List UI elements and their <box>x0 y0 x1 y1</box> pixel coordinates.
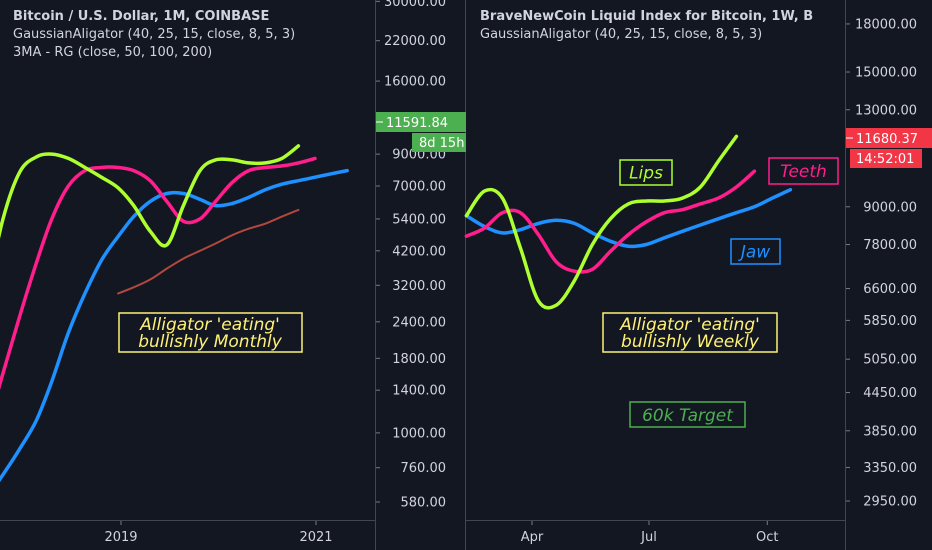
right-last-price-label: 11680.37 <box>856 132 918 147</box>
right-x-tick-label: Apr <box>521 530 544 545</box>
left-y-tick-label: 3200.00 <box>392 279 446 294</box>
right-y-tick-label: 13000.00 <box>855 103 917 118</box>
right-x-tick-label: Jul <box>640 530 657 545</box>
right-countdown-tag <box>850 149 922 168</box>
left-y-tick-label: 7000.00 <box>392 179 446 194</box>
left-series-jaw <box>0 168 349 483</box>
right-legend-gaussian[interactable]: GaussianAligator (40, 25, 15, close, 8, … <box>480 27 763 42</box>
right-y-tick-label: 5050.00 <box>863 353 917 368</box>
jaw-label-box <box>730 238 781 265</box>
left-y-tick-label: 580.00 <box>401 496 447 511</box>
left-chart-title: Bitcoin / U.S. Dollar, 1M, COINBASE <box>13 9 270 24</box>
right-y-tick-label: 5850.00 <box>863 314 917 329</box>
left-price-tag <box>376 112 466 132</box>
right-countdown-label: 14:52:01 <box>856 152 914 167</box>
left-legend-3ma[interactable]: 3MA - RG (close, 50, 100, 200) <box>13 45 213 60</box>
left-y-tick-label: 30000.00 <box>384 0 446 10</box>
teeth-label-box <box>768 157 839 185</box>
left-y-tick-label: 16000.00 <box>384 75 446 90</box>
left-y-tick-label: 22000.00 <box>384 34 446 49</box>
left-y-tick-label: 1400.00 <box>392 384 446 399</box>
right-y-tick-label: 9000.00 <box>863 200 917 215</box>
lips-label-box <box>619 159 673 186</box>
lips-label: Lips <box>629 164 663 184</box>
left-countdown-label: 8d 15h <box>419 136 464 151</box>
right-y-tick-label: 3850.00 <box>863 424 917 439</box>
right-y-tick-label: 6600.00 <box>863 282 917 297</box>
target-label: 60k Target <box>642 406 734 426</box>
left-y-tick-label: 1800.00 <box>392 352 446 367</box>
right-y-tick-label: 2950.00 <box>863 495 917 510</box>
left-annotation-box <box>118 312 303 353</box>
left-y-tick-label: 4200.00 <box>392 244 446 259</box>
right-series-lips <box>464 134 739 310</box>
right-x-tick-label: Oct <box>756 530 778 545</box>
right-series-teeth <box>464 169 757 274</box>
left-annotation-line-1: Alligator 'eating' <box>139 315 280 335</box>
right-chart-title: BraveNewCoin Liquid Index for Bitcoin, 1… <box>480 9 814 24</box>
right-y-tick-label: 4450.00 <box>863 386 917 401</box>
left-y-tick-label: 1000.00 <box>392 426 446 441</box>
right-y-tick-label: 18000.00 <box>855 17 917 32</box>
right-price-tag <box>846 128 932 148</box>
right-y-tick-label: 3350.00 <box>863 461 917 476</box>
left-y-tick-label: 2400.00 <box>392 315 446 330</box>
right-annotation-box <box>602 312 778 353</box>
left-series-ma <box>117 208 300 295</box>
jaw-label: Jaw <box>738 243 770 263</box>
left-x-tick-label: 2021 <box>299 530 332 545</box>
right-annotation-line-1: Alligator 'eating' <box>619 315 760 335</box>
right-series-jaw <box>464 187 793 249</box>
teeth-label: Teeth <box>780 162 827 182</box>
right-annotation-line-2: bullishly Weekly <box>621 332 760 352</box>
left-y-tick-label: 760.00 <box>401 461 447 476</box>
right-y-tick-label: 15000.00 <box>855 66 917 81</box>
left-legend-gaussian[interactable]: GaussianAligator (40, 25, 15, close, 8, … <box>13 27 296 42</box>
left-countdown-tag <box>412 133 466 152</box>
left-series-teeth <box>0 156 317 390</box>
left-last-price-label: 11591.84 <box>386 116 448 131</box>
right-y-tick-label: 7800.00 <box>863 238 917 253</box>
target-label-box <box>629 401 746 428</box>
left-annotation-line-2: bullishly Monthly <box>138 332 283 352</box>
left-series-lips <box>0 144 301 248</box>
left-y-tick-label: 5400.00 <box>392 212 446 227</box>
left-x-tick-label: 2019 <box>104 530 137 545</box>
